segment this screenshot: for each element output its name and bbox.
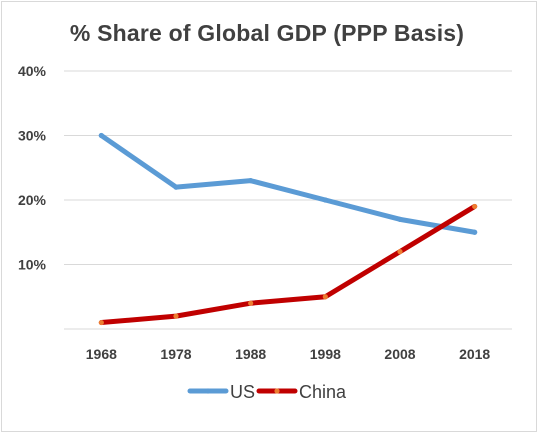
gridlines [64, 70, 512, 330]
series-line-china [98, 203, 478, 326]
data-point-china [173, 313, 179, 319]
x-tick-label: 1998 [310, 346, 341, 362]
data-point-us [397, 216, 403, 222]
data-point-us [173, 184, 179, 190]
series-line-us [98, 133, 478, 235]
y-axis-ticks: 40% 30% 20% 10% [18, 63, 47, 273]
y-tick-label: 10% [18, 257, 47, 273]
x-tick-label: 1988 [235, 346, 266, 362]
legend-item-us: US [187, 382, 255, 402]
data-point-china [98, 319, 104, 326]
legend-marker [274, 388, 280, 394]
legend-label: US [230, 382, 255, 402]
legend-marker [205, 388, 211, 394]
data-point-us [98, 132, 104, 139]
chart-title: % Share of Global GDP (PPP Basis) [69, 20, 465, 46]
data-point-us [248, 178, 254, 184]
y-tick-label: 30% [18, 128, 47, 144]
x-axis-ticks: 1968 1978 1988 1998 2008 2018 [86, 346, 491, 362]
y-tick-label: 40% [18, 63, 47, 79]
data-point-china [322, 294, 328, 300]
legend-item-china: China [256, 382, 347, 402]
x-tick-label: 2008 [384, 346, 415, 362]
data-point-us [472, 229, 478, 235]
series-lines [98, 132, 478, 326]
data-point-china [248, 300, 254, 306]
data-point-china [472, 203, 478, 210]
legend: US China [187, 382, 347, 402]
legend-label: China [299, 382, 347, 402]
x-tick-label: 1978 [160, 346, 191, 362]
x-tick-label: 1968 [86, 346, 117, 362]
data-point-us [322, 197, 328, 203]
x-tick-label: 2018 [459, 346, 490, 362]
y-tick-label: 20% [18, 192, 47, 208]
data-point-china [397, 249, 403, 255]
